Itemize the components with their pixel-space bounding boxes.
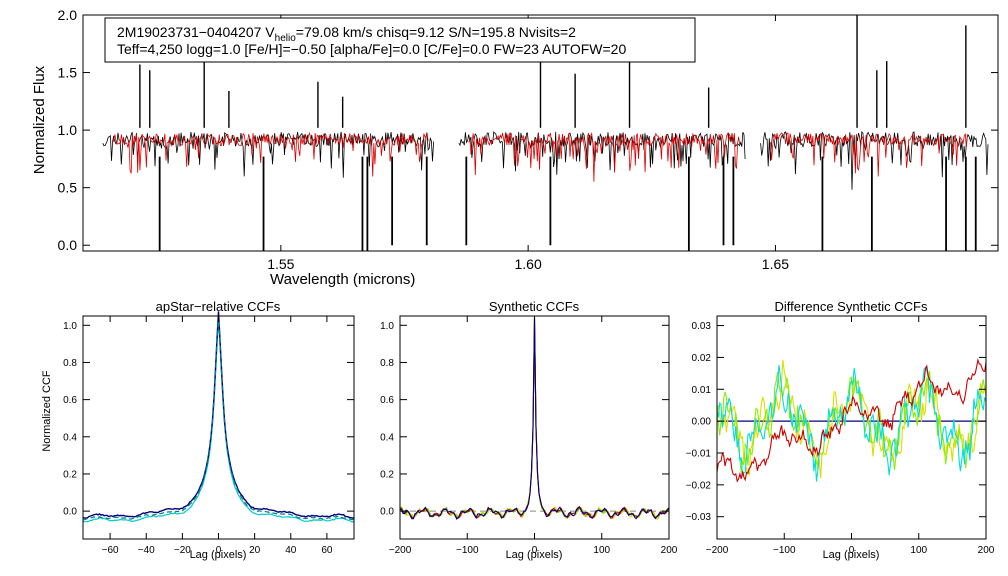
apstar-ccf-xlabel: Lag (pixels) [190,549,247,561]
apstar-ccf-panel: −60 −40 −20 0 20 40 60 0.0 0.2 0.4 0.6 0.8 1.0 apSta… [41,299,355,561]
spectrum-panel: 1.55 1.60 1.65 0.0 0.5 1.0 1.5 2.0 Wavelength (… [31,7,999,288]
y-tick-label: −0.01 [686,448,712,459]
y-tick-label: 1.5 [58,64,78,80]
synthetic-ccf-xlabel: Lag (pixels) [506,549,563,561]
y-tick-label: 0.4 [63,432,77,443]
info-helio-subscript: helio [275,33,297,44]
y-tick-label: 0.8 [63,358,77,369]
y-tick-label: 0.0 [380,507,394,518]
x-tick-label: 0 [532,545,538,556]
x-tick-label: 1.65 [762,256,789,272]
synthetic-ccf-panel: −200 −100 0 100 200 0.0 0.2 0.4 0.6 0.8 1.0 Synthe… [380,299,678,561]
synthetic-ccf-title: Synthetic CCFs [489,299,580,314]
y-tick-label: 2.0 [58,7,78,23]
y-tick-label: 1.0 [380,321,394,332]
x-tick-label: 60 [321,545,333,556]
y-tick-label: 0.01 [692,385,712,396]
x-tick-label: 0 [849,545,855,556]
y-tick-label: 0.0 [58,237,78,253]
x-tick-label: 0 [216,545,222,556]
x-tick-label: 100 [593,545,610,556]
observed-spectrum-line [102,131,434,178]
synthetic-ccf-combined-line [399,317,670,520]
x-tick-label: −60 [102,545,119,556]
difference-ccf-data [716,357,987,483]
y-tick-label: 0.00 [692,417,712,428]
difference-ccf-ticks: −200 −100 0 100 200 −0.03 −0.02 −0.01 0.00 0.01 0.… [686,316,995,556]
difference-ccf-title: Difference Synthetic CCFs [775,299,928,314]
y-tick-label: 0.2 [380,469,394,480]
info-line-2: Teff=4,250 logg=1.0 [Fe/H]=−0.50 [alpha/… [117,41,626,57]
x-tick-label: −200 [389,545,412,556]
model-spectrum-line [468,132,741,182]
x-tick-label: −200 [706,545,729,556]
spectrum-frame [82,14,999,252]
apstar-ccf-ticks: −60 −40 −20 0 20 40 60 0.0 0.2 0.4 0.6 0.8 1.0 [63,316,354,556]
apstar-ccf-data [82,311,355,523]
y-tick-label: 0.02 [692,353,712,364]
y-tick-label: 0.8 [380,358,394,369]
x-tick-label: −100 [773,545,796,556]
spectrum-ylabel: Normalized Flux [31,65,48,174]
difference-ccf-panel: −200 −100 0 100 200 −0.03 −0.02 −0.01 0.00 0.01 0.… [686,299,995,561]
y-tick-label: 0.03 [692,321,712,332]
y-tick-label: 1.0 [58,122,78,138]
apstar-ccf-ylabel: Normalized CCF [41,370,53,452]
x-tick-label: 200 [661,545,678,556]
x-tick-label: 100 [910,545,927,556]
difference-ccf-visit-3-line [716,370,987,473]
synthetic-ccf-data [399,317,670,520]
info-line-1-rest: =79.08 km/s chisq=9.12 S/N=195.8 Nvisits… [296,24,576,40]
y-tick-label: −0.02 [686,480,712,491]
y-tick-label: 0.2 [63,469,77,480]
info-line-1: 2M19023731−0404207 Vhelio=79.08 km/s chi… [117,24,576,44]
x-tick-label: 1.55 [267,256,294,272]
difference-ccf-visit-1-line [716,357,987,483]
apstar-ccf-frame [82,315,355,540]
y-tick-label: 0.6 [63,395,77,406]
info-box-frame [104,17,696,63]
ccf-visit-2-line [82,318,355,523]
x-tick-label: 1.60 [515,256,542,272]
difference-ccf-xlabel: Lag (pixels) [823,549,880,561]
ccf-visit-1-line [82,311,355,519]
x-tick-label: 20 [249,545,261,556]
y-tick-label: 1.0 [63,321,77,332]
x-tick-label: −100 [456,545,479,556]
info-box: 2M19023731−0404207 Vhelio=79.08 km/s chi… [104,17,696,63]
y-tick-label: −0.03 [686,512,712,523]
y-tick-label: 0.0 [63,507,77,518]
x-tick-label: 200 [978,545,995,556]
spectrum-data [102,15,989,251]
y-tick-label: 0.6 [380,395,394,406]
ccf-combined-line [82,316,355,521]
y-tick-label: 0.4 [380,432,394,443]
x-tick-label: 40 [285,545,297,556]
y-tick-label: 0.5 [58,180,78,196]
apstar-ccf-title: apStar−relative CCFs [156,299,281,314]
observed-spectrum-line [760,131,989,190]
model-spectrum-line [770,132,968,177]
x-tick-label: −40 [138,545,155,556]
model-spectrum-line [112,131,429,177]
difference-ccf-visit-2-line [716,365,987,482]
x-tick-label: −20 [174,545,191,556]
spectrum-xlabel: Wavelength (microns) [270,271,415,288]
info-line-1-star: 2M19023731−0404207 V [117,24,275,40]
synthetic-ccf-ticks: −200 −100 0 100 200 0.0 0.2 0.4 0.6 0.8 1.0 [380,316,678,556]
